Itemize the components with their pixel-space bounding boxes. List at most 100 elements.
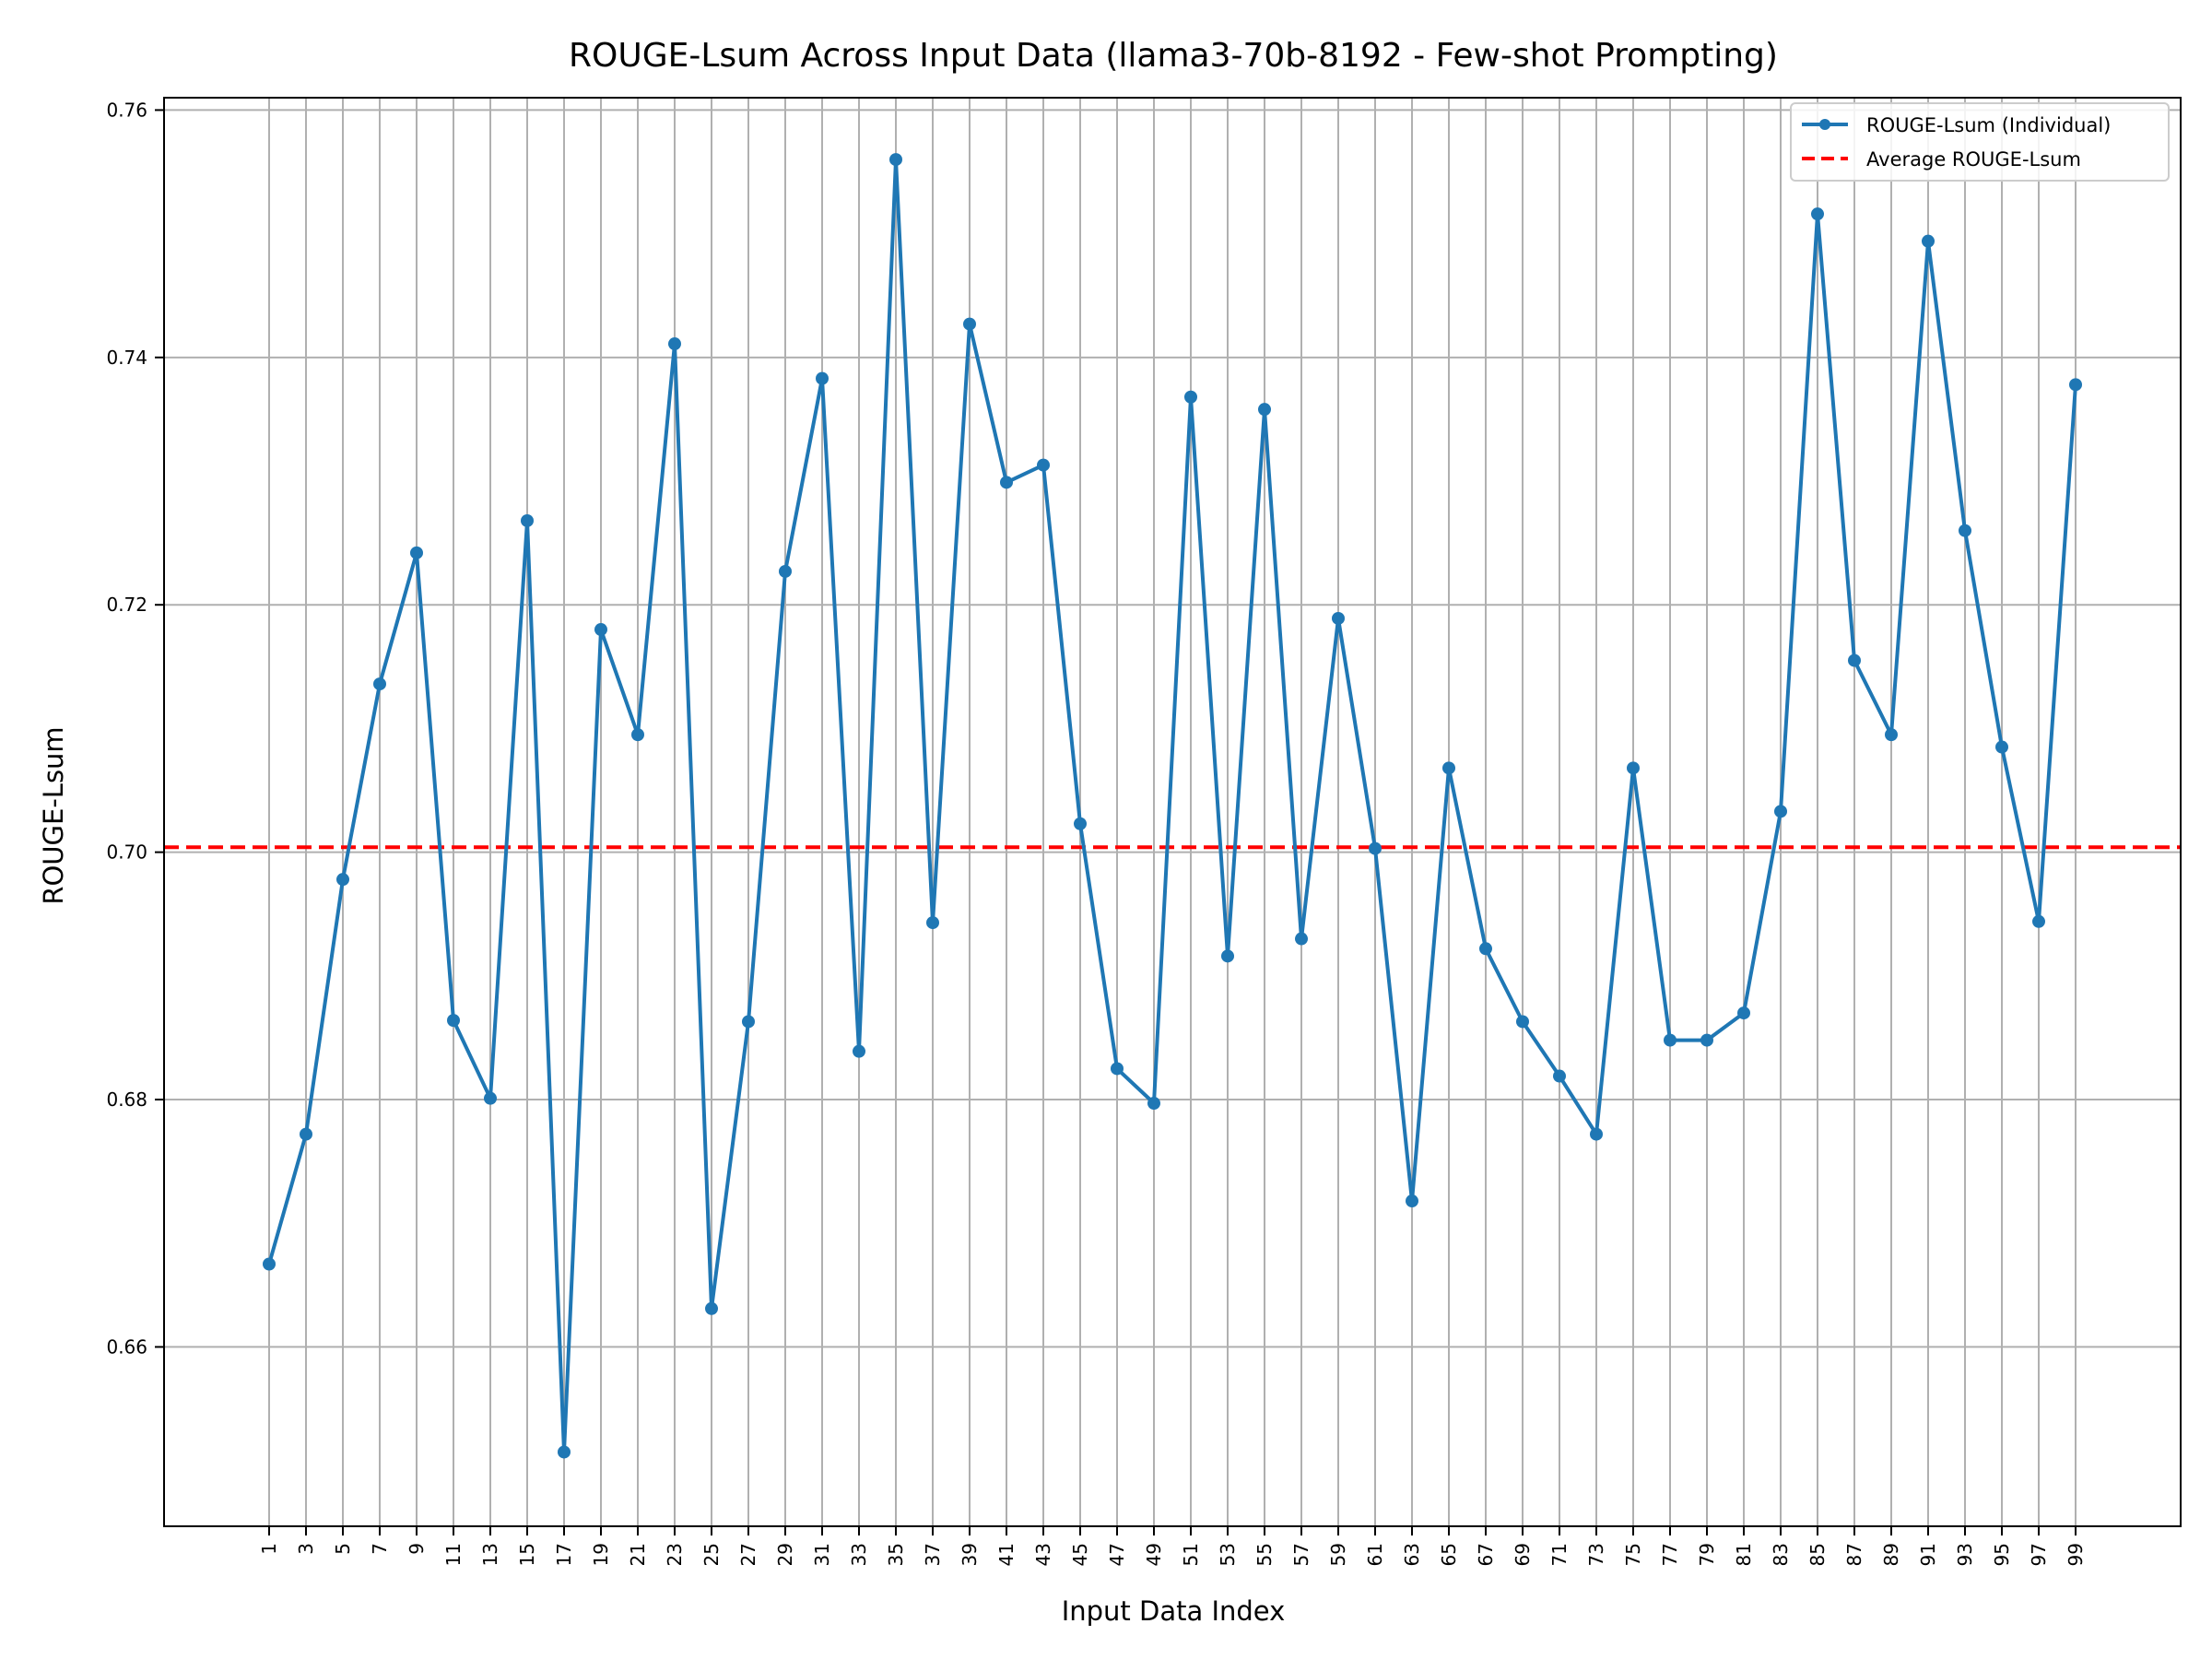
data-point xyxy=(631,728,644,742)
x-tick-label: 93 xyxy=(1954,1543,1976,1566)
x-tick-label: 77 xyxy=(1659,1543,1681,1566)
data-point xyxy=(1995,740,2008,754)
data-point xyxy=(1406,1194,1418,1208)
x-tick-label: 21 xyxy=(627,1543,649,1566)
data-point xyxy=(484,1091,497,1105)
x-tick-label: 65 xyxy=(1438,1543,1460,1566)
data-point xyxy=(1479,942,1492,956)
x-tick-label: 31 xyxy=(811,1543,833,1566)
x-tick-label: 61 xyxy=(1364,1543,1386,1566)
x-tick-label: 35 xyxy=(885,1543,907,1566)
x-tick-label: 37 xyxy=(922,1543,944,1566)
x-tick-label: 15 xyxy=(516,1543,538,1566)
data-point xyxy=(410,546,423,559)
x-tick-label: 89 xyxy=(1880,1543,1902,1566)
x-tick-label: 29 xyxy=(774,1543,796,1566)
data-point xyxy=(1700,1033,1713,1047)
x-tick-label: 91 xyxy=(1917,1543,1939,1566)
x-tick-label: 19 xyxy=(590,1543,612,1566)
data-point xyxy=(1774,805,1787,818)
x-tick-label: 71 xyxy=(1548,1543,1571,1566)
data-point xyxy=(963,317,976,331)
x-tick-label: 87 xyxy=(1843,1543,1865,1566)
data-point xyxy=(1184,390,1197,404)
data-point xyxy=(779,564,792,578)
y-tick-label: 0.76 xyxy=(106,99,147,121)
data-point xyxy=(2032,914,2045,928)
data-point xyxy=(1295,932,1308,946)
data-point xyxy=(447,1014,460,1028)
data-point xyxy=(1848,653,1861,667)
x-tick-label: 95 xyxy=(1991,1543,2013,1566)
x-tick-label: 17 xyxy=(553,1543,575,1566)
data-point xyxy=(1442,761,1455,775)
data-point xyxy=(336,873,349,887)
x-tick-label: 55 xyxy=(1253,1543,1276,1566)
x-tick-label: 39 xyxy=(959,1543,981,1566)
x-tick-label: 41 xyxy=(995,1543,1018,1566)
x-tick-label: 99 xyxy=(2065,1543,2087,1566)
data-point xyxy=(1074,817,1087,830)
legend: ROUGE-Lsum (Individual) Average ROUGE-Ls… xyxy=(1790,102,2170,182)
x-tick-label: 13 xyxy=(479,1543,501,1566)
x-axis-label: Input Data Index xyxy=(1062,1595,1286,1627)
series-line-individual xyxy=(267,158,2077,1454)
x-tick-label: 49 xyxy=(1143,1543,1165,1566)
y-tick-label: 0.66 xyxy=(106,1335,147,1358)
legend-marker-individual xyxy=(1819,119,1830,130)
data-point xyxy=(1000,476,1013,489)
x-tick-label: 53 xyxy=(1217,1543,1239,1566)
chart-title: ROUGE-Lsum Across Input Data (llama3-70b… xyxy=(569,37,1778,75)
x-tick-label: 75 xyxy=(1622,1543,1644,1566)
data-point xyxy=(373,677,386,691)
data-point xyxy=(742,1015,755,1029)
data-point xyxy=(705,1301,718,1315)
data-point xyxy=(1516,1015,1529,1029)
data-point xyxy=(1811,207,1824,221)
x-tick-label: 47 xyxy=(1106,1543,1128,1566)
data-point xyxy=(2069,378,2082,392)
data-point xyxy=(1737,1006,1750,1020)
x-tick-label: 25 xyxy=(700,1543,723,1566)
x-tick-label: 73 xyxy=(1585,1543,1607,1566)
legend-label-individual: ROUGE-Lsum (Individual) xyxy=(1866,114,2111,136)
y-axis-ticks: 0.66 0.68 0.70 0.72 0.74 0.76 xyxy=(106,99,164,1358)
x-tick-label: 51 xyxy=(1180,1543,1202,1566)
legend-label-average: Average ROUGE-Lsum xyxy=(1866,148,2081,171)
data-point xyxy=(594,623,607,637)
data-point xyxy=(1221,949,1234,963)
x-tick-label: 83 xyxy=(1770,1543,1792,1566)
series-group xyxy=(263,153,2082,1459)
plot-area-frame xyxy=(163,97,2182,1527)
x-axis-ticks: 1 3 5 7 9 11 13 15 17 19 21 23 25 27 29 31 33 35 37 39 41 43 4… xyxy=(258,1526,2087,1566)
data-point xyxy=(1959,524,1971,537)
data-point xyxy=(1885,728,1898,742)
x-tick-label: 1 xyxy=(258,1543,280,1555)
x-tick-label: 5 xyxy=(332,1543,354,1555)
data-point xyxy=(1664,1033,1677,1047)
y-tick-label: 0.72 xyxy=(106,594,147,616)
data-point xyxy=(300,1127,312,1141)
x-tick-label: 79 xyxy=(1696,1543,1718,1566)
data-point xyxy=(1627,761,1640,775)
x-tick-label: 63 xyxy=(1401,1543,1423,1566)
data-point xyxy=(1037,458,1050,472)
data-point xyxy=(1147,1097,1160,1111)
data-point xyxy=(263,1257,276,1271)
data-point xyxy=(1553,1069,1566,1083)
data-point xyxy=(816,371,829,385)
y-tick-label: 0.68 xyxy=(106,1088,147,1111)
x-tick-label: 45 xyxy=(1069,1543,1091,1566)
data-point xyxy=(853,1044,865,1058)
data-point xyxy=(1922,234,1935,248)
x-tick-label: 67 xyxy=(1475,1543,1497,1566)
x-tick-label: 27 xyxy=(737,1543,759,1566)
y-tick-label: 0.70 xyxy=(106,841,147,864)
data-point xyxy=(521,513,534,527)
data-point xyxy=(558,1445,571,1459)
x-tick-label: 97 xyxy=(2028,1543,2050,1566)
data-point xyxy=(668,337,681,351)
data-point xyxy=(1111,1062,1124,1076)
x-tick-label: 81 xyxy=(1733,1543,1755,1566)
